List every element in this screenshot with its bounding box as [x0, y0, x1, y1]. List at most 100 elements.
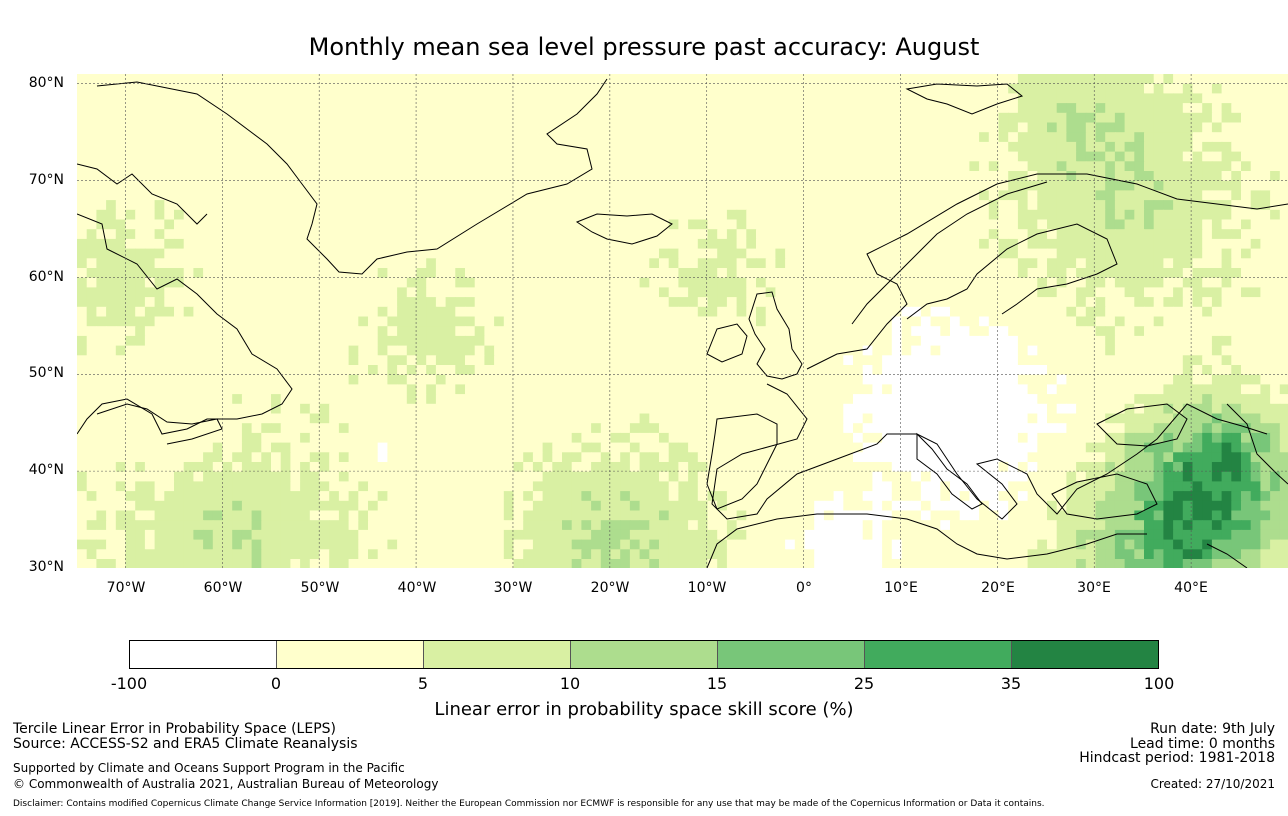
skill-cell	[1085, 394, 1097, 405]
skill-cell	[232, 442, 243, 453]
skill-cell	[1066, 394, 1077, 405]
skill-cell	[183, 93, 194, 104]
skill-cell	[86, 238, 97, 250]
skill-cell	[135, 238, 146, 250]
skill-cell	[1124, 365, 1135, 376]
skill-cell	[998, 248, 1009, 259]
skill-cell	[232, 258, 243, 269]
skill-cell	[639, 180, 650, 191]
skill-cell	[387, 287, 398, 298]
skill-cell	[930, 171, 941, 182]
skill-cell	[552, 268, 563, 279]
skill-cell	[775, 219, 786, 230]
skill-cell	[1017, 306, 1029, 318]
skill-cell	[911, 403, 922, 415]
skill-cell	[843, 374, 854, 385]
skill-cell	[1202, 306, 1213, 318]
skill-cell	[911, 238, 922, 250]
skill-cell	[746, 452, 757, 463]
skill-cell	[474, 83, 485, 94]
skill-cell	[950, 112, 961, 124]
skill-cell	[319, 151, 330, 162]
skill-cell	[261, 258, 272, 269]
skill-cell	[338, 238, 350, 250]
skill-cell	[678, 190, 689, 201]
skill-cell	[542, 297, 553, 308]
skill-cell	[193, 335, 204, 347]
skill-cell	[329, 316, 340, 327]
skill-cell	[552, 248, 563, 259]
skill-cell	[823, 219, 835, 230]
skill-cell	[397, 452, 408, 463]
skill-cell	[969, 209, 980, 221]
skill-cell	[581, 190, 592, 201]
skill-cell	[183, 384, 194, 395]
skill-cell	[678, 365, 689, 376]
skill-cell	[1250, 171, 1261, 182]
skill-cell	[309, 365, 321, 376]
skill-cell	[280, 335, 291, 347]
skill-cell	[1114, 180, 1126, 191]
skill-cell	[222, 365, 233, 376]
skill-cell	[455, 74, 466, 85]
skill-cell	[1241, 151, 1252, 162]
skill-cell	[1085, 326, 1097, 337]
skill-cell	[988, 132, 1000, 143]
skill-cell	[1076, 122, 1087, 133]
skill-cell	[135, 384, 146, 395]
skill-cell	[319, 442, 330, 453]
skill-cell	[1017, 287, 1029, 298]
skill-cell	[1153, 258, 1164, 269]
skill-cell	[164, 74, 175, 85]
skill-cell	[106, 219, 117, 230]
skill-cell	[736, 287, 747, 298]
skill-cell	[823, 423, 835, 434]
skill-cell	[212, 151, 224, 162]
skill-cell	[726, 200, 738, 211]
skill-cell	[891, 93, 903, 104]
skill-cell	[998, 74, 1009, 85]
skill-cell	[174, 219, 185, 230]
skill-cell	[426, 316, 437, 327]
skill-cell	[726, 287, 738, 298]
skill-cell	[1221, 219, 1232, 230]
skill-cell	[377, 141, 388, 153]
skill-cell	[891, 365, 903, 376]
skill-cell	[1047, 277, 1058, 288]
skill-cell	[746, 103, 757, 114]
skill-cell	[144, 452, 156, 463]
skill-cell	[435, 190, 447, 201]
skill-cell	[1192, 83, 1203, 94]
skill-cell	[435, 306, 447, 318]
skill-cell	[862, 384, 873, 395]
skill-cell	[532, 190, 544, 201]
skill-cell	[542, 141, 553, 153]
skill-cell	[950, 190, 961, 201]
skill-cell	[465, 403, 476, 415]
skill-cell	[746, 238, 757, 250]
skill-cell	[1231, 112, 1242, 124]
skill-cell	[581, 122, 592, 133]
skill-cell	[183, 258, 194, 269]
skill-cell	[96, 200, 107, 211]
skill-cell	[1279, 258, 1288, 269]
skill-cell	[523, 229, 534, 240]
skill-cell	[241, 316, 253, 327]
skill-cell	[940, 316, 951, 327]
skill-cell	[232, 452, 243, 463]
skill-cell	[959, 229, 970, 240]
skill-cell	[688, 229, 699, 240]
skill-cell	[96, 345, 107, 356]
skill-cell	[232, 161, 243, 172]
skill-cell	[591, 190, 602, 201]
skill-cell	[86, 161, 97, 172]
skill-cell	[1250, 112, 1261, 124]
skill-cell	[1047, 297, 1058, 308]
skill-cell	[212, 112, 224, 124]
skill-cell	[241, 277, 253, 288]
skill-cell	[1047, 141, 1058, 153]
skill-cell	[1047, 258, 1058, 269]
skill-cell	[610, 326, 621, 337]
skill-cell	[241, 355, 253, 366]
skill-cell	[1066, 306, 1077, 318]
